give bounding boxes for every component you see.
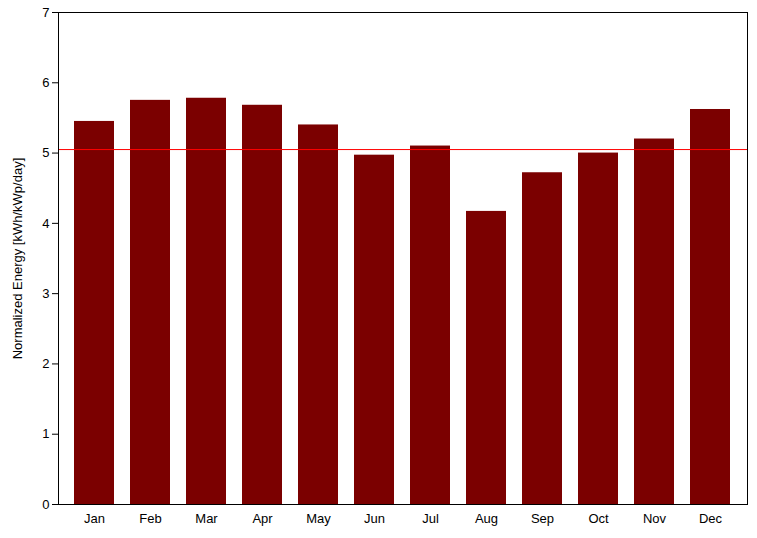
svg-text:3: 3	[42, 286, 49, 301]
svg-text:Sep: Sep	[531, 511, 554, 526]
svg-text:4: 4	[42, 216, 49, 231]
svg-text:2: 2	[42, 356, 49, 371]
svg-text:1: 1	[42, 426, 49, 441]
svg-text:7: 7	[42, 5, 49, 20]
svg-text:0: 0	[42, 497, 49, 512]
svg-text:Mar: Mar	[195, 511, 218, 526]
svg-text:Dec: Dec	[699, 511, 723, 526]
svg-text:5: 5	[42, 145, 49, 160]
svg-text:Jul: Jul	[422, 511, 439, 526]
svg-text:May: May	[306, 511, 331, 526]
svg-text:Apr: Apr	[252, 511, 273, 526]
svg-text:Aug: Aug	[475, 511, 498, 526]
svg-text:Jun: Jun	[364, 511, 385, 526]
svg-text:6: 6	[42, 75, 49, 90]
svg-text:Oct: Oct	[588, 511, 609, 526]
svg-text:Nov: Nov	[643, 511, 667, 526]
svg-text:Feb: Feb	[139, 511, 161, 526]
svg-text:Normalized Energy [kWh/kWp/day: Normalized Energy [kWh/kWp/day]	[10, 158, 25, 360]
svg-text:Jan: Jan	[84, 511, 105, 526]
